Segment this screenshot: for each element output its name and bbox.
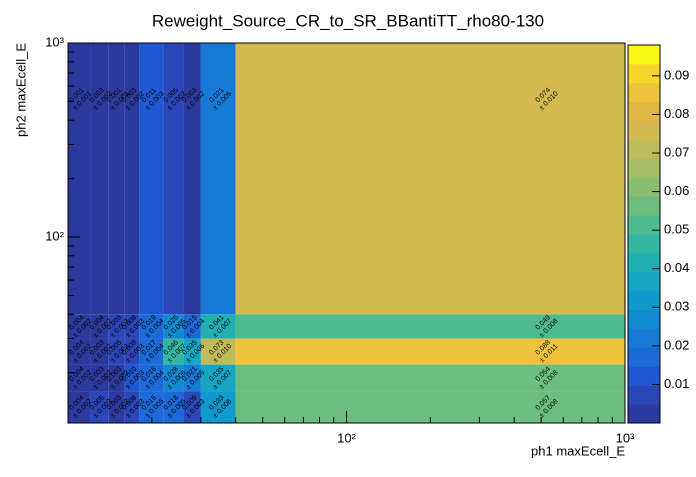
heatmap-cell <box>200 364 236 392</box>
palette-band <box>628 82 660 103</box>
palette-band <box>628 309 660 329</box>
palette-band <box>628 158 660 178</box>
x-axis-title: ph1 maxEcell_E <box>531 443 625 458</box>
heatmap-cell <box>163 338 184 365</box>
palette-band <box>628 101 660 122</box>
palette-band <box>628 366 660 386</box>
heatmap-cell <box>183 338 201 365</box>
palette-band <box>628 63 660 84</box>
z-tick-label: 0.05 <box>664 222 689 237</box>
palette-band <box>628 196 660 216</box>
heatmap-cell <box>108 364 125 392</box>
heatmap-cell <box>68 314 91 339</box>
heatmap-cell <box>183 314 201 339</box>
palette-band <box>628 139 660 159</box>
heatmap-cell <box>183 43 201 315</box>
heatmap-cell <box>108 338 125 365</box>
x-tick-label: 10² <box>337 430 356 445</box>
heatmap-cell <box>68 338 91 365</box>
heatmap-cell <box>235 338 625 365</box>
heatmap-cell <box>124 364 140 392</box>
z-tick-label: 0.08 <box>664 106 689 121</box>
heatmap-cell <box>90 43 109 315</box>
heatmap-cell <box>68 43 91 315</box>
heatmap-cell <box>200 43 236 315</box>
heatmap-cell <box>200 391 236 423</box>
z-tick-label: 0.09 <box>664 67 689 82</box>
y-axis-title: ph2 maxEcell_E <box>13 43 28 137</box>
heatmap-cell <box>200 314 236 339</box>
palette-band <box>628 404 660 424</box>
heatmap-cell <box>90 338 109 365</box>
heatmap-cell <box>163 364 184 392</box>
palette-band <box>628 120 660 140</box>
palette-frame <box>627 44 661 424</box>
palette-band <box>628 234 660 254</box>
heatmap-cell <box>90 314 109 339</box>
heatmap-cell <box>124 338 140 365</box>
heatmap-cell <box>139 43 164 315</box>
x-tick-label: 10³ <box>616 430 635 445</box>
chart-title: Reweight_Source_CR_to_SR_BBantiTT_rho80-… <box>152 11 544 30</box>
heatmap-cell <box>139 364 164 392</box>
z-tick-label: 0.04 <box>664 260 689 275</box>
heatmap-cell <box>183 364 201 392</box>
z-tick-label: 0.02 <box>664 337 689 352</box>
heatmap-cell <box>139 338 164 365</box>
heatmap-cell <box>68 364 91 392</box>
heatmap-cell <box>235 43 625 315</box>
heatmap-cell <box>108 391 125 423</box>
palette-band <box>628 347 660 367</box>
palette-band <box>628 45 660 65</box>
z-tick-label: 0.01 <box>664 376 689 391</box>
palette-band <box>628 271 660 292</box>
heatmap-cell <box>163 314 184 339</box>
heatmap-cell <box>90 364 109 392</box>
heatmap-cell <box>235 314 625 339</box>
heatmap-cell <box>108 43 125 315</box>
heatmap-cell <box>124 391 140 423</box>
heatmap-cell <box>108 314 125 339</box>
heatmap-cell <box>200 338 236 365</box>
heatmap-cell <box>235 364 625 392</box>
palette-band <box>628 252 660 273</box>
palette-band <box>628 290 660 311</box>
z-tick-label: 0.06 <box>664 183 689 198</box>
heatmap-cell <box>163 43 184 315</box>
palette-band <box>628 177 660 197</box>
palette-band <box>628 215 660 235</box>
palette-band <box>628 328 660 348</box>
heatmap-cell <box>139 314 164 339</box>
z-tick-label: 0.03 <box>664 299 689 314</box>
y-tick-label: 10³ <box>45 34 64 49</box>
heatmap-cell <box>68 391 91 423</box>
heatmap-cell <box>124 43 140 315</box>
heatmap-cell <box>183 391 201 423</box>
heatmap-cell <box>90 391 109 423</box>
z-tick-label: 0.07 <box>664 144 689 159</box>
heatmap-cell <box>163 391 184 423</box>
palette-band <box>628 385 660 405</box>
heatmap-cell <box>139 391 164 423</box>
y-tick-label: 10² <box>45 228 64 243</box>
heatmap-cell <box>124 314 140 339</box>
plot-area <box>68 43 625 423</box>
